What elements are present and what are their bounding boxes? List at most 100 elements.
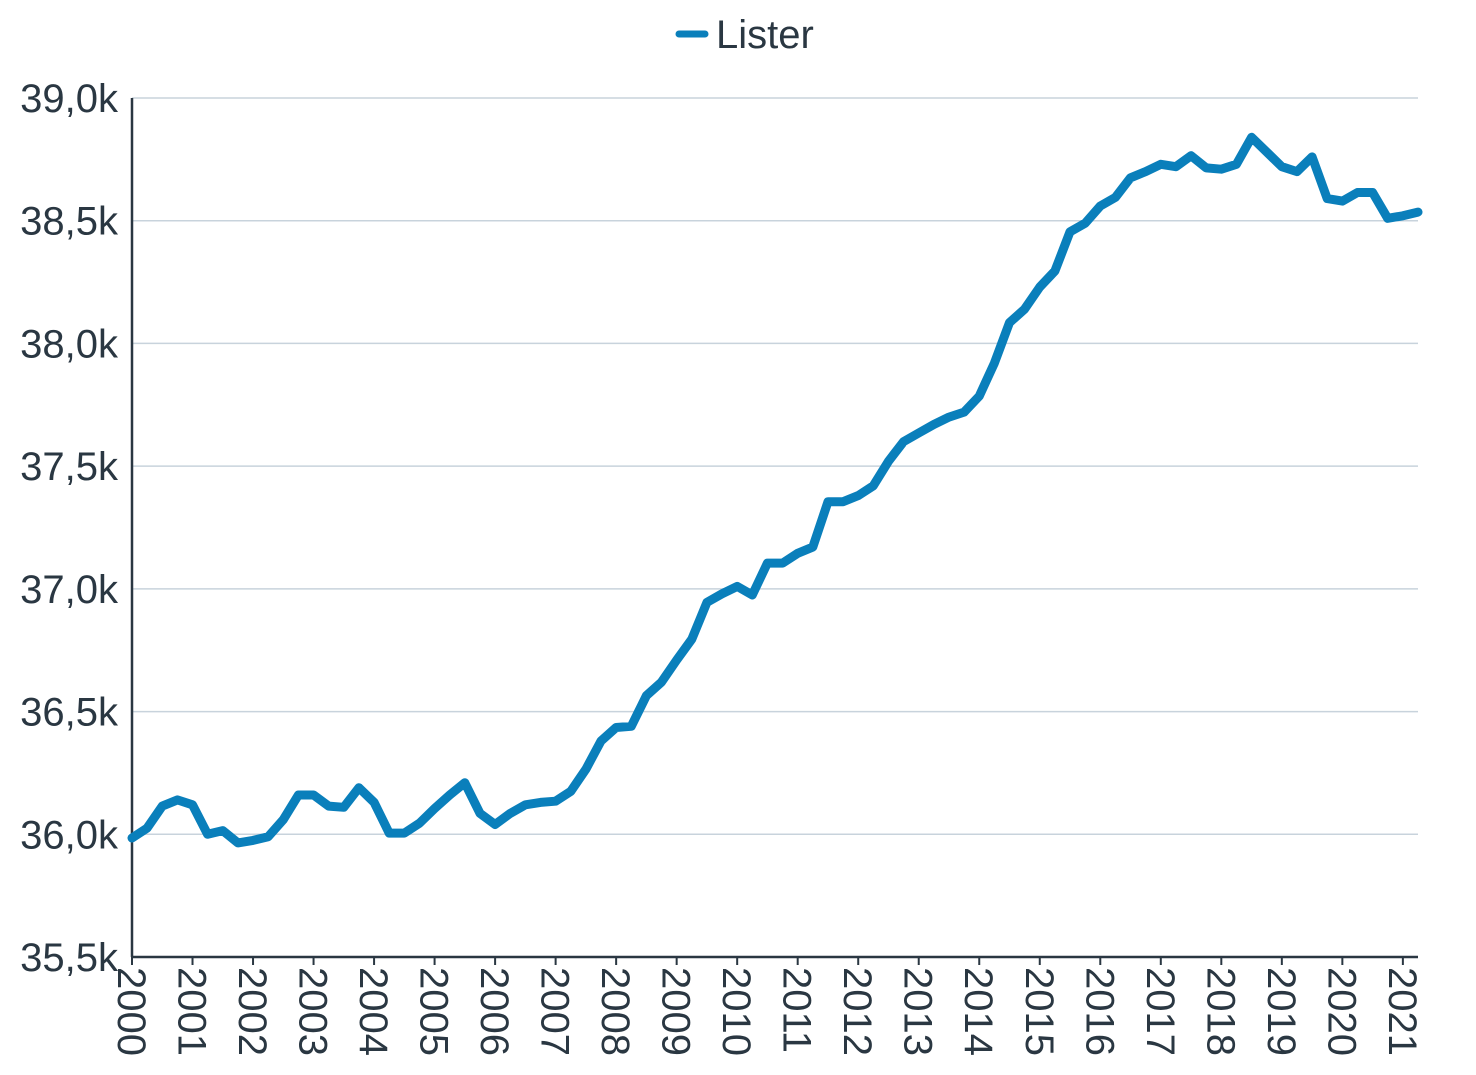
data-point[interactable] — [1247, 133, 1256, 142]
legend[interactable]: Lister — [675, 13, 814, 57]
data-point[interactable] — [1171, 162, 1180, 171]
data-point[interactable] — [339, 803, 348, 812]
series-line-lister[interactable] — [127, 132, 1423, 848]
data-point[interactable] — [1156, 160, 1165, 169]
data-point[interactable] — [899, 437, 908, 446]
data-point[interactable] — [128, 833, 137, 842]
x-tick-label: 2005 — [412, 967, 456, 1056]
data-point[interactable] — [778, 559, 787, 568]
data-point[interactable] — [203, 830, 212, 839]
data-point[interactable] — [869, 481, 878, 490]
data-point[interactable] — [1111, 193, 1120, 202]
data-point[interactable] — [1323, 194, 1332, 203]
data-point[interactable] — [491, 820, 500, 829]
data-point[interactable] — [687, 635, 696, 644]
data-point[interactable] — [944, 413, 953, 422]
data-point[interactable] — [929, 420, 938, 429]
data-point[interactable] — [748, 590, 757, 599]
data-point[interactable] — [279, 815, 288, 824]
data-point[interactable] — [597, 737, 606, 746]
data-point[interactable] — [718, 589, 727, 598]
data-point[interactable] — [158, 802, 167, 811]
data-point[interactable] — [808, 543, 817, 552]
data-point[interactable] — [521, 800, 530, 809]
data-point[interactable] — [370, 798, 379, 807]
data-point[interactable] — [294, 791, 303, 800]
data-point[interactable] — [1187, 151, 1196, 160]
data-point[interactable] — [581, 765, 590, 774]
data-point[interactable] — [173, 795, 182, 804]
data-point[interactable] — [218, 826, 227, 835]
data-point[interactable] — [143, 824, 152, 833]
data-point[interactable] — [672, 656, 681, 665]
data-point[interactable] — [733, 582, 742, 591]
data-point[interactable] — [233, 838, 242, 847]
data-point[interactable] — [1262, 147, 1271, 156]
data-point[interactable] — [990, 359, 999, 368]
data-point[interactable] — [445, 791, 454, 800]
data-point[interactable] — [960, 408, 969, 417]
data-point[interactable] — [566, 787, 575, 796]
data-point[interactable] — [1005, 318, 1014, 327]
data-point[interactable] — [1232, 160, 1241, 169]
data-point[interactable] — [657, 678, 666, 687]
y-tick-label: 37,0k — [20, 568, 119, 612]
data-point[interactable] — [1096, 201, 1105, 210]
data-point[interactable] — [823, 497, 832, 506]
data-point[interactable] — [460, 778, 469, 787]
data-point[interactable] — [1081, 219, 1090, 228]
data-point[interactable] — [536, 798, 545, 807]
data-point[interactable] — [475, 809, 484, 818]
data-point[interactable] — [642, 691, 651, 700]
data-point[interactable] — [188, 800, 197, 809]
data-point[interactable] — [1414, 208, 1423, 217]
data-point[interactable] — [1141, 167, 1150, 176]
y-tick-label: 39,0k — [20, 77, 119, 121]
data-point[interactable] — [612, 723, 621, 732]
data-point[interactable] — [1066, 227, 1075, 236]
data-point[interactable] — [430, 804, 439, 813]
data-point[interactable] — [1020, 305, 1029, 314]
data-point[interactable] — [551, 797, 560, 806]
data-point[interactable] — [702, 598, 711, 607]
x-tick-label: 2013 — [896, 967, 940, 1056]
data-point[interactable] — [400, 829, 409, 838]
data-point[interactable] — [309, 791, 318, 800]
data-point[interactable] — [839, 497, 848, 506]
data-point[interactable] — [324, 802, 333, 811]
data-point[interactable] — [975, 392, 984, 401]
x-tick-label: 2014 — [956, 967, 1000, 1056]
data-point[interactable] — [914, 429, 923, 438]
x-tick-label: 2011 — [775, 967, 819, 1053]
legend-label-lister: Lister — [716, 13, 814, 57]
data-point[interactable] — [1126, 173, 1135, 182]
data-point[interactable] — [1338, 197, 1347, 206]
data-point[interactable] — [1292, 167, 1301, 176]
data-point[interactable] — [1368, 188, 1377, 197]
data-point[interactable] — [1050, 267, 1059, 276]
data-point[interactable] — [1353, 188, 1362, 197]
data-point[interactable] — [1398, 211, 1407, 220]
data-point[interactable] — [415, 819, 424, 828]
data-point[interactable] — [1383, 214, 1392, 223]
data-point[interactable] — [1217, 165, 1226, 174]
data-point[interactable] — [249, 836, 258, 845]
data-point[interactable] — [793, 549, 802, 558]
data-point[interactable] — [1308, 152, 1317, 161]
data-point[interactable] — [385, 829, 394, 838]
data-point[interactable] — [854, 491, 863, 500]
y-tick-label: 35,5k — [20, 936, 119, 980]
data-point[interactable] — [627, 722, 636, 731]
data-point[interactable] — [506, 809, 515, 818]
data-point[interactable] — [1277, 162, 1286, 171]
x-tick-label: 2017 — [1138, 967, 1182, 1056]
data-point[interactable] — [354, 783, 363, 792]
x-tick-label: 2009 — [654, 967, 698, 1056]
data-point[interactable] — [264, 832, 273, 841]
x-tick-label: 2003 — [291, 967, 335, 1056]
x-tick-label: 2016 — [1077, 967, 1121, 1056]
data-point[interactable] — [763, 559, 772, 568]
data-point[interactable] — [1202, 163, 1211, 172]
data-point[interactable] — [884, 457, 893, 466]
data-point[interactable] — [1035, 282, 1044, 291]
